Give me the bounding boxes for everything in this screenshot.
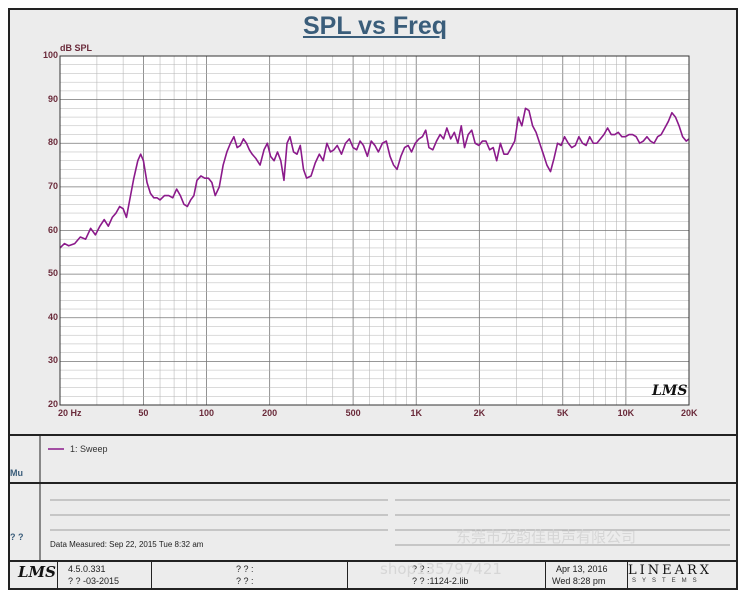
side-label-bottom: ? ?: [10, 532, 24, 542]
x-tick-label: 5K: [557, 408, 569, 418]
footer-q1: ? ? :: [236, 564, 254, 574]
x-tick-label: 50: [138, 408, 149, 418]
footer-lib-cell: [348, 562, 546, 590]
footer-q-cell: [152, 562, 348, 590]
footer-date-cell: [546, 562, 628, 590]
y-tick-label: 50: [47, 268, 58, 279]
linearx-logo: LINEARX: [628, 563, 713, 578]
lms-logo-plot: LMS: [652, 383, 688, 399]
footer-logo-cell: [10, 562, 58, 590]
series-line-sweep: [59, 107, 690, 249]
footer-date2: Apr 13, 2016: [556, 564, 608, 574]
y-tick-label: 60: [47, 224, 58, 235]
y-axis-label: dB SPL: [60, 43, 93, 53]
y-tick-label: 70: [47, 180, 58, 191]
x-tick-label: 100: [199, 408, 215, 418]
x-tick-label: 2K: [473, 408, 486, 418]
footer-time2: Wed 8:28 pm: [552, 576, 606, 586]
lms-logo-footer: LMS: [18, 563, 56, 581]
x-tick-label: 20K: [681, 408, 698, 418]
footer-version: 4.5.0.331: [68, 564, 106, 574]
side-label-top: Mu: [10, 468, 23, 478]
y-tick-label: 80: [47, 137, 58, 148]
legend-label: 1: Sweep: [70, 444, 108, 454]
date-measured: Data Measured: Sep 22, 2015 Tue 8:32 am: [50, 540, 204, 549]
footer-q2: ? ? :: [236, 576, 254, 586]
x-tick-label: 1K: [410, 408, 422, 418]
y-tick-label: 20: [47, 399, 58, 409]
plot-border: [59, 55, 690, 406]
watermark-line1: 东莞市龙韵佳电声有限公司: [456, 528, 637, 546]
y-tick-label: 40: [47, 311, 58, 322]
y-tick-label: 30: [47, 355, 58, 366]
footer-lib: ? ? :1124-2.lib: [412, 576, 469, 586]
chart-title: SPL vs Freq: [302, 12, 448, 40]
footer-bar: [10, 560, 738, 590]
footer-date: ? ? -03-2015: [68, 576, 120, 586]
x-tick-label: 200: [262, 408, 278, 418]
linearx-systems: SYSTEMS: [632, 578, 703, 584]
footer-version-cell: [58, 562, 152, 590]
footer-q3: ? ? :: [412, 564, 430, 574]
watermark-line2: shop135797421: [380, 560, 502, 578]
x-tick-label: 20 Hz: [58, 408, 82, 418]
y-tick-label: 100: [42, 50, 58, 60]
y-tick-label: 90: [47, 93, 58, 104]
x-tick-label: 10K: [617, 408, 635, 418]
x-tick-label: 500: [345, 408, 361, 418]
